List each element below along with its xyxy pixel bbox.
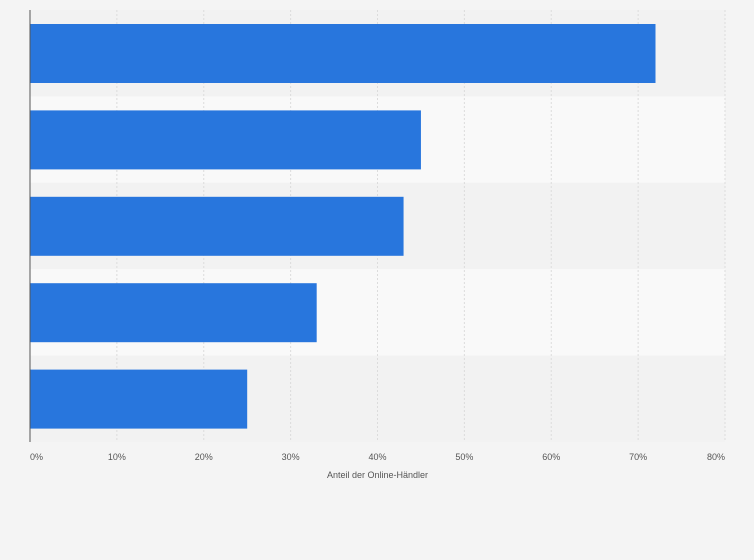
x-tick-label: 40% bbox=[368, 452, 386, 462]
x-tick-label: 10% bbox=[108, 452, 126, 462]
x-tick-label: 0% bbox=[30, 452, 43, 462]
bar bbox=[30, 369, 248, 429]
x-axis-title: Anteil der Online-Händler bbox=[327, 470, 428, 480]
x-tick-label: 80% bbox=[707, 452, 725, 462]
x-tick-label: 30% bbox=[282, 452, 300, 462]
bar bbox=[30, 110, 421, 170]
bar bbox=[30, 283, 317, 343]
x-tick-label: 60% bbox=[542, 452, 560, 462]
bar bbox=[30, 196, 404, 256]
bars bbox=[30, 24, 656, 429]
x-tick-label: 50% bbox=[455, 452, 473, 462]
x-tick-label: 70% bbox=[629, 452, 647, 462]
x-tick-label: 20% bbox=[195, 452, 213, 462]
x-axis-ticks: 0% 10% 20% 30% 40% 50% 60% 70% 80% bbox=[30, 452, 725, 462]
bar bbox=[30, 24, 656, 83]
